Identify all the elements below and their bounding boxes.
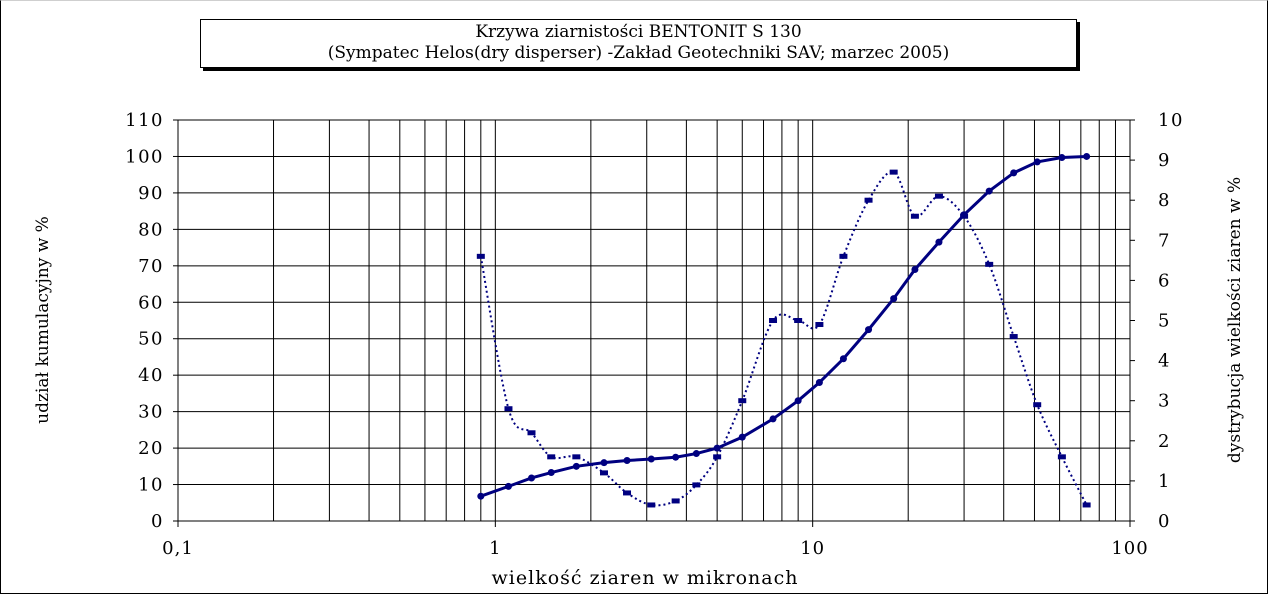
cumulative-point — [794, 397, 802, 405]
cumulative-point — [935, 238, 943, 246]
y-axis-ticks: 0 10 20 30 40 50 60 70 80 90 100 110 — [125, 110, 178, 532]
cumulative-point — [1010, 169, 1018, 177]
distribution-point — [839, 253, 848, 259]
cumulative-point — [839, 355, 847, 363]
y2-tick-label: 1 — [1158, 471, 1171, 492]
distribution-point — [738, 398, 747, 404]
distribution-point — [1033, 402, 1042, 408]
x-tick-label: 100 — [1111, 538, 1148, 559]
y-tick-label: 110 — [125, 110, 164, 131]
distribution-point — [910, 213, 919, 219]
x-axis-label: wielkość ziaren w mikronach — [492, 567, 799, 589]
y2-axis-label: dystrybucja wielkości ziaren w % — [1225, 177, 1245, 463]
y2-tick-label: 10 — [1158, 110, 1184, 131]
cumulative-point — [547, 469, 555, 477]
y-axis-label: udział kumulacyjny w % — [33, 216, 53, 424]
x-tick-label: 1 — [489, 538, 501, 559]
cumulative-point — [672, 453, 680, 461]
y-tick-label: 60 — [138, 292, 164, 313]
y-tick-label: 30 — [138, 402, 164, 423]
chart-subtitle: (Sympatec Helos(dry disperser) -Zakład G… — [327, 43, 950, 63]
distribution-point — [1057, 454, 1066, 460]
distribution-point — [985, 261, 994, 267]
y2-tick-label: 9 — [1158, 150, 1171, 171]
y-tick-label: 10 — [138, 475, 164, 496]
chart-title: Krzywa ziarnistości BENTONIT S 130 — [475, 22, 802, 42]
y2-tick-label: 7 — [1158, 230, 1171, 251]
distribution-point — [647, 502, 656, 508]
distribution-point — [934, 193, 943, 199]
y2-tick-label: 8 — [1158, 190, 1171, 211]
distribution-point — [864, 197, 873, 203]
cumulative-point — [738, 433, 746, 441]
distribution-point — [794, 318, 803, 323]
distribution-point — [476, 253, 485, 259]
y2-tick-label: 6 — [1158, 270, 1171, 291]
series-layer — [476, 152, 1091, 508]
y-tick-label: 80 — [138, 219, 164, 240]
y-tick-label: 50 — [138, 329, 164, 350]
cumulative-point — [911, 265, 919, 273]
cumulative-point — [477, 492, 485, 500]
cumulative-point — [527, 474, 535, 482]
y-tick-label: 100 — [125, 146, 164, 167]
y2-tick-label: 2 — [1158, 431, 1171, 452]
cumulative-point — [1033, 158, 1041, 166]
y2-tick-label: 4 — [1158, 351, 1171, 372]
distribution-point — [1082, 502, 1091, 508]
distribution-point — [547, 454, 556, 460]
cumulative-point — [1083, 152, 1091, 160]
distribution-point — [1009, 334, 1018, 340]
cumulative-point — [985, 187, 993, 195]
distribution-point — [527, 430, 536, 436]
distribution-point — [815, 322, 824, 328]
x-tick-label: 10 — [800, 538, 825, 559]
distribution-point — [960, 213, 969, 219]
distribution-point — [599, 470, 608, 476]
y-tick-label: 70 — [138, 256, 164, 277]
chart-title-box: Krzywa ziarnistości BENTONIT S 130 (Symp… — [200, 19, 1077, 68]
distribution-point — [769, 318, 778, 323]
y-tick-label: 0 — [151, 511, 164, 532]
cumulative-point — [572, 462, 580, 470]
x-axis-ticks: 0,1 1 10 100 — [162, 521, 1148, 559]
distribution-point — [572, 454, 581, 460]
cumulative-point — [1058, 154, 1066, 162]
cumulative-point — [865, 326, 873, 334]
distribution-point — [504, 406, 513, 412]
y-tick-label: 20 — [138, 438, 164, 459]
cumulative-point — [692, 450, 700, 458]
distribution-point — [713, 454, 722, 460]
distribution-point — [889, 169, 898, 175]
y2-tick-label: 0 — [1158, 511, 1171, 532]
distribution-point — [623, 490, 632, 496]
distribution-point — [671, 498, 680, 504]
grid-lines — [178, 120, 1130, 521]
distribution-point — [692, 482, 701, 488]
cumulative-point — [647, 455, 655, 463]
cumulative-point — [600, 459, 608, 467]
y-tick-label: 40 — [138, 365, 164, 386]
y2-tick-label: 5 — [1158, 311, 1171, 332]
cumulative-line — [480, 154, 1087, 498]
y2-tick-label: 3 — [1158, 391, 1171, 412]
cumulative-point — [815, 378, 823, 386]
x-tick-label: 0,1 — [162, 538, 194, 559]
y-tick-label: 90 — [138, 183, 164, 204]
cumulative-point — [769, 415, 777, 423]
cumulative-point — [504, 482, 512, 490]
cumulative-point — [890, 295, 898, 303]
y2-axis-ticks: 0 1 2 3 4 5 6 7 8 9 10 — [1130, 110, 1184, 532]
cumulative-point — [623, 456, 631, 464]
cumulative-point — [713, 444, 721, 452]
